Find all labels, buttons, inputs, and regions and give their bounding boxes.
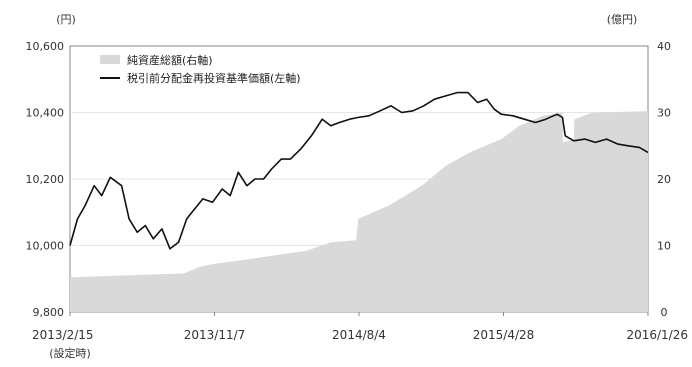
- net-assets-area: [70, 111, 648, 312]
- left-tick-label: 10,400: [26, 107, 65, 120]
- left-tick-label: 9,800: [33, 306, 65, 319]
- x-tick-label: 2014/8/4: [332, 328, 386, 342]
- x-tick-sublabel: (設定時): [49, 346, 91, 360]
- x-tick-label: 2013/2/15: [32, 328, 94, 342]
- x-tick-label: 2015/4/28: [473, 328, 535, 342]
- right-tick-label: 20: [657, 173, 671, 186]
- left-axis-unit-label: (円): [56, 13, 76, 26]
- right-axis-unit-label: (億円): [607, 13, 638, 26]
- right-tick-label: 40: [657, 40, 671, 53]
- line-layer: [69, 91, 649, 250]
- legend-line-label: 税引前分配金再投資基準価額(左軸): [127, 71, 301, 85]
- left-tick-label: 10,200: [26, 173, 65, 186]
- right-tick-label: 30: [657, 107, 671, 120]
- legend-area-swatch: [100, 55, 120, 64]
- right-tick-label: 10: [657, 240, 671, 253]
- x-tick-label: 2016/1/26: [626, 328, 688, 342]
- legend-area-label: 純資産総額(右軸): [127, 53, 213, 67]
- left-tick-label: 10,000: [26, 240, 65, 253]
- legend: 純資産総額(右軸) 税引前分配金再投資基準価額(左軸): [100, 53, 301, 85]
- area-layer: [70, 111, 648, 312]
- axis-layer: (円) (億円) 9,800 10,000 10,200 10,400 10,600 0…: [26, 13, 689, 360]
- nav-line: [69, 91, 649, 250]
- x-tick-label: 2013/11/7: [184, 328, 246, 342]
- right-tick-label: 0: [661, 306, 668, 319]
- left-tick-label: 10,600: [26, 40, 65, 53]
